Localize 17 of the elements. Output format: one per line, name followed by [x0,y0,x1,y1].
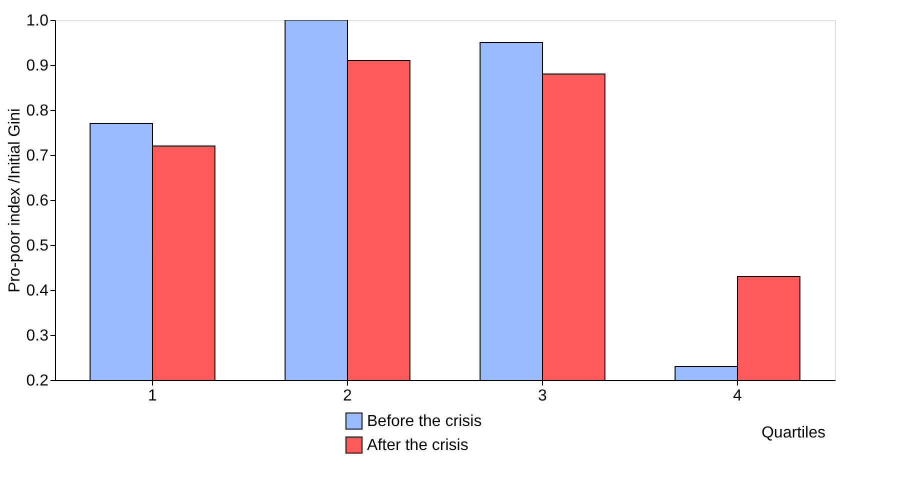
legend-label: Before the crisis [367,413,482,430]
y-tick-label: 1.0 [26,12,49,30]
y-axis-title: Pro-poor index /Initial Gini [6,108,24,293]
x-axis-title: Quartiles [761,424,826,442]
y-tick-label: 0.8 [26,102,49,120]
y-tick-label: 0.3 [26,328,49,344]
legend-label: After the crisis [367,437,468,454]
y-tick-label: 0.9 [26,58,49,74]
y-tick-label: 0.5 [26,238,49,254]
x-tick-label: 1 [148,388,158,404]
y-tick-label: 0.4 [26,282,49,300]
y-tick-label: 0.6 [26,192,49,210]
y-tick-label: 0.7 [26,148,49,164]
x-tick-label: 4 [733,388,742,404]
x-tick-label: 3 [538,388,548,404]
x-tick-label: 2 [343,388,352,404]
y-tick-label: 0.2 [26,372,49,390]
